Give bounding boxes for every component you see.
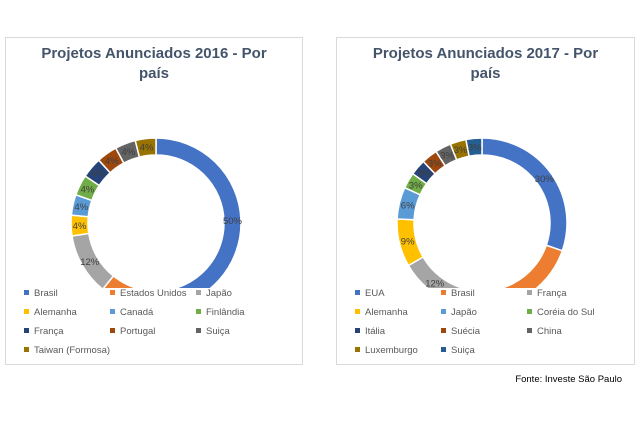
slice-data-label: 3% — [428, 158, 442, 169]
legend-label: Luxemburgo — [365, 345, 418, 356]
donut-chart-2017: 30%24%12%9%6%3%3%3%3%3%3% — [396, 137, 568, 288]
legend-swatch — [196, 290, 201, 295]
legend-label: Taiwan (Formosa) — [34, 345, 111, 356]
slice-data-label: 4% — [121, 147, 135, 158]
chart-title-line: Projetos Anunciados 2016 - Por — [41, 45, 267, 62]
legend-swatch — [110, 290, 115, 295]
legend-item: Suécia — [441, 326, 480, 338]
legend-swatch — [441, 309, 446, 314]
donut-chart-2016: 50%12%12%4%4%4%4%4%4%4% — [70, 137, 243, 288]
chart-title-line: país — [470, 65, 501, 82]
legend-label: Coréia do Sul — [537, 307, 595, 318]
legend-label: Finlândia — [206, 307, 245, 318]
slice-data-label: 3% — [454, 145, 468, 156]
legend-swatch — [24, 309, 29, 314]
donut-slice-sui-a — [465, 137, 483, 158]
legend-item: Portugal — [110, 326, 155, 338]
legend-label: Alemanha — [365, 307, 408, 318]
legend-label: Japão — [206, 288, 232, 299]
legend-item: Coréia do Sul — [527, 307, 595, 319]
slice-data-label: 4% — [74, 202, 88, 213]
slice-data-label: 50% — [223, 216, 243, 227]
slice-data-label: 3% — [468, 142, 482, 153]
chart-title-line: país — [138, 65, 169, 82]
legend-swatch — [527, 328, 532, 333]
legend-item: Brasil — [24, 288, 58, 300]
legend-item: EUA — [355, 288, 385, 300]
legend-label: Suécia — [451, 326, 481, 337]
legend-item: Itália — [355, 326, 385, 338]
slice-data-label: 3% — [440, 151, 454, 162]
legend-label: Itália — [365, 326, 386, 337]
legend-item: Estados Unidos — [110, 288, 187, 300]
legend-swatch — [441, 347, 446, 352]
legend-item: Finlândia — [196, 307, 245, 319]
legend-swatch — [527, 309, 532, 314]
legend-label: Estados Unidos — [120, 288, 187, 299]
legend-label: França — [537, 288, 567, 299]
slice-data-label: 12% — [425, 279, 445, 288]
legend-swatch — [355, 328, 360, 333]
chart-title-2016: Projetos Anunciados 2016 - Por país — [6, 44, 302, 84]
source-note: Fonte: Investe São Paulo — [515, 374, 622, 385]
legend-swatch — [110, 328, 115, 333]
legend-label: Portugal — [120, 326, 156, 337]
legend-item: Brasil — [441, 288, 475, 300]
legend-label: Suiça — [451, 345, 475, 356]
slice-data-label: 4% — [140, 143, 154, 154]
chart-panel-2017: Projetos Anunciados 2017 - Por país 30% 2… — [336, 37, 635, 365]
legend-item: China — [527, 326, 562, 338]
chart-title-line: Projetos Anunciados 2017 - Por — [372, 45, 599, 62]
slice-data-label: 4% — [81, 184, 95, 195]
legend-swatch — [24, 290, 29, 295]
slice-data-label: 4% — [91, 169, 105, 180]
donut-slice-taiwan-formosa- — [134, 137, 157, 158]
slice-data-label: 6% — [401, 200, 415, 211]
chart-panel-2016: Projetos Anunciados 2016 - Por país 50% 1… — [5, 37, 303, 365]
legend-item: Taiwan (Formosa) — [24, 345, 110, 357]
legend-swatch — [355, 290, 360, 295]
slice-data-label: 3% — [409, 180, 423, 191]
legend-item: Japão — [441, 307, 477, 319]
legend-swatch — [527, 290, 532, 295]
legend-swatch — [355, 347, 360, 352]
chart-title-2017: Projetos Anunciados 2017 - Por país — [337, 44, 634, 84]
legend-item: França — [24, 326, 64, 338]
slice-data-label: 4% — [105, 156, 119, 167]
legend-item: Japão — [196, 288, 232, 300]
legend-label: Canadá — [120, 307, 154, 318]
slice-data-label: 24% — [508, 286, 528, 288]
legend-item: França — [527, 288, 567, 300]
legend-label: França — [34, 326, 64, 337]
slice-data-label: 3% — [417, 168, 431, 179]
legend-label: Brasil — [451, 288, 475, 299]
legend-swatch — [110, 309, 115, 314]
slice-data-label: 9% — [401, 237, 415, 248]
donut-slice-brasil — [462, 244, 564, 288]
legend-swatch — [196, 328, 201, 333]
legend-label: China — [537, 326, 562, 337]
legend-swatch — [196, 309, 201, 314]
donut-slice-brasil — [155, 137, 242, 288]
legend-item: Suiça — [196, 326, 230, 338]
slice-data-label: 4% — [73, 221, 87, 232]
slice-data-label: 12% — [80, 257, 100, 268]
legend-swatch — [441, 328, 446, 333]
legend-swatch — [441, 290, 446, 295]
legend-label: EUA — [365, 288, 385, 299]
legend-swatch — [24, 347, 29, 352]
slice-data-label: 30% — [535, 174, 555, 185]
legend-item: Luxemburgo — [355, 345, 418, 357]
donut-slice-eua — [481, 137, 568, 252]
legend-item: Canadá — [110, 307, 153, 319]
legend-swatch — [355, 309, 360, 314]
legend-swatch — [24, 328, 29, 333]
legend-label: Japão — [451, 307, 477, 318]
legend-label: Brasil — [34, 288, 58, 299]
legend-item: Suiça — [441, 345, 475, 357]
legend-item: Alemanha — [24, 307, 77, 319]
legend-item: Alemanha — [355, 307, 408, 319]
legend-label: Alemanha — [34, 307, 77, 318]
legend-label: Suiça — [206, 326, 230, 337]
